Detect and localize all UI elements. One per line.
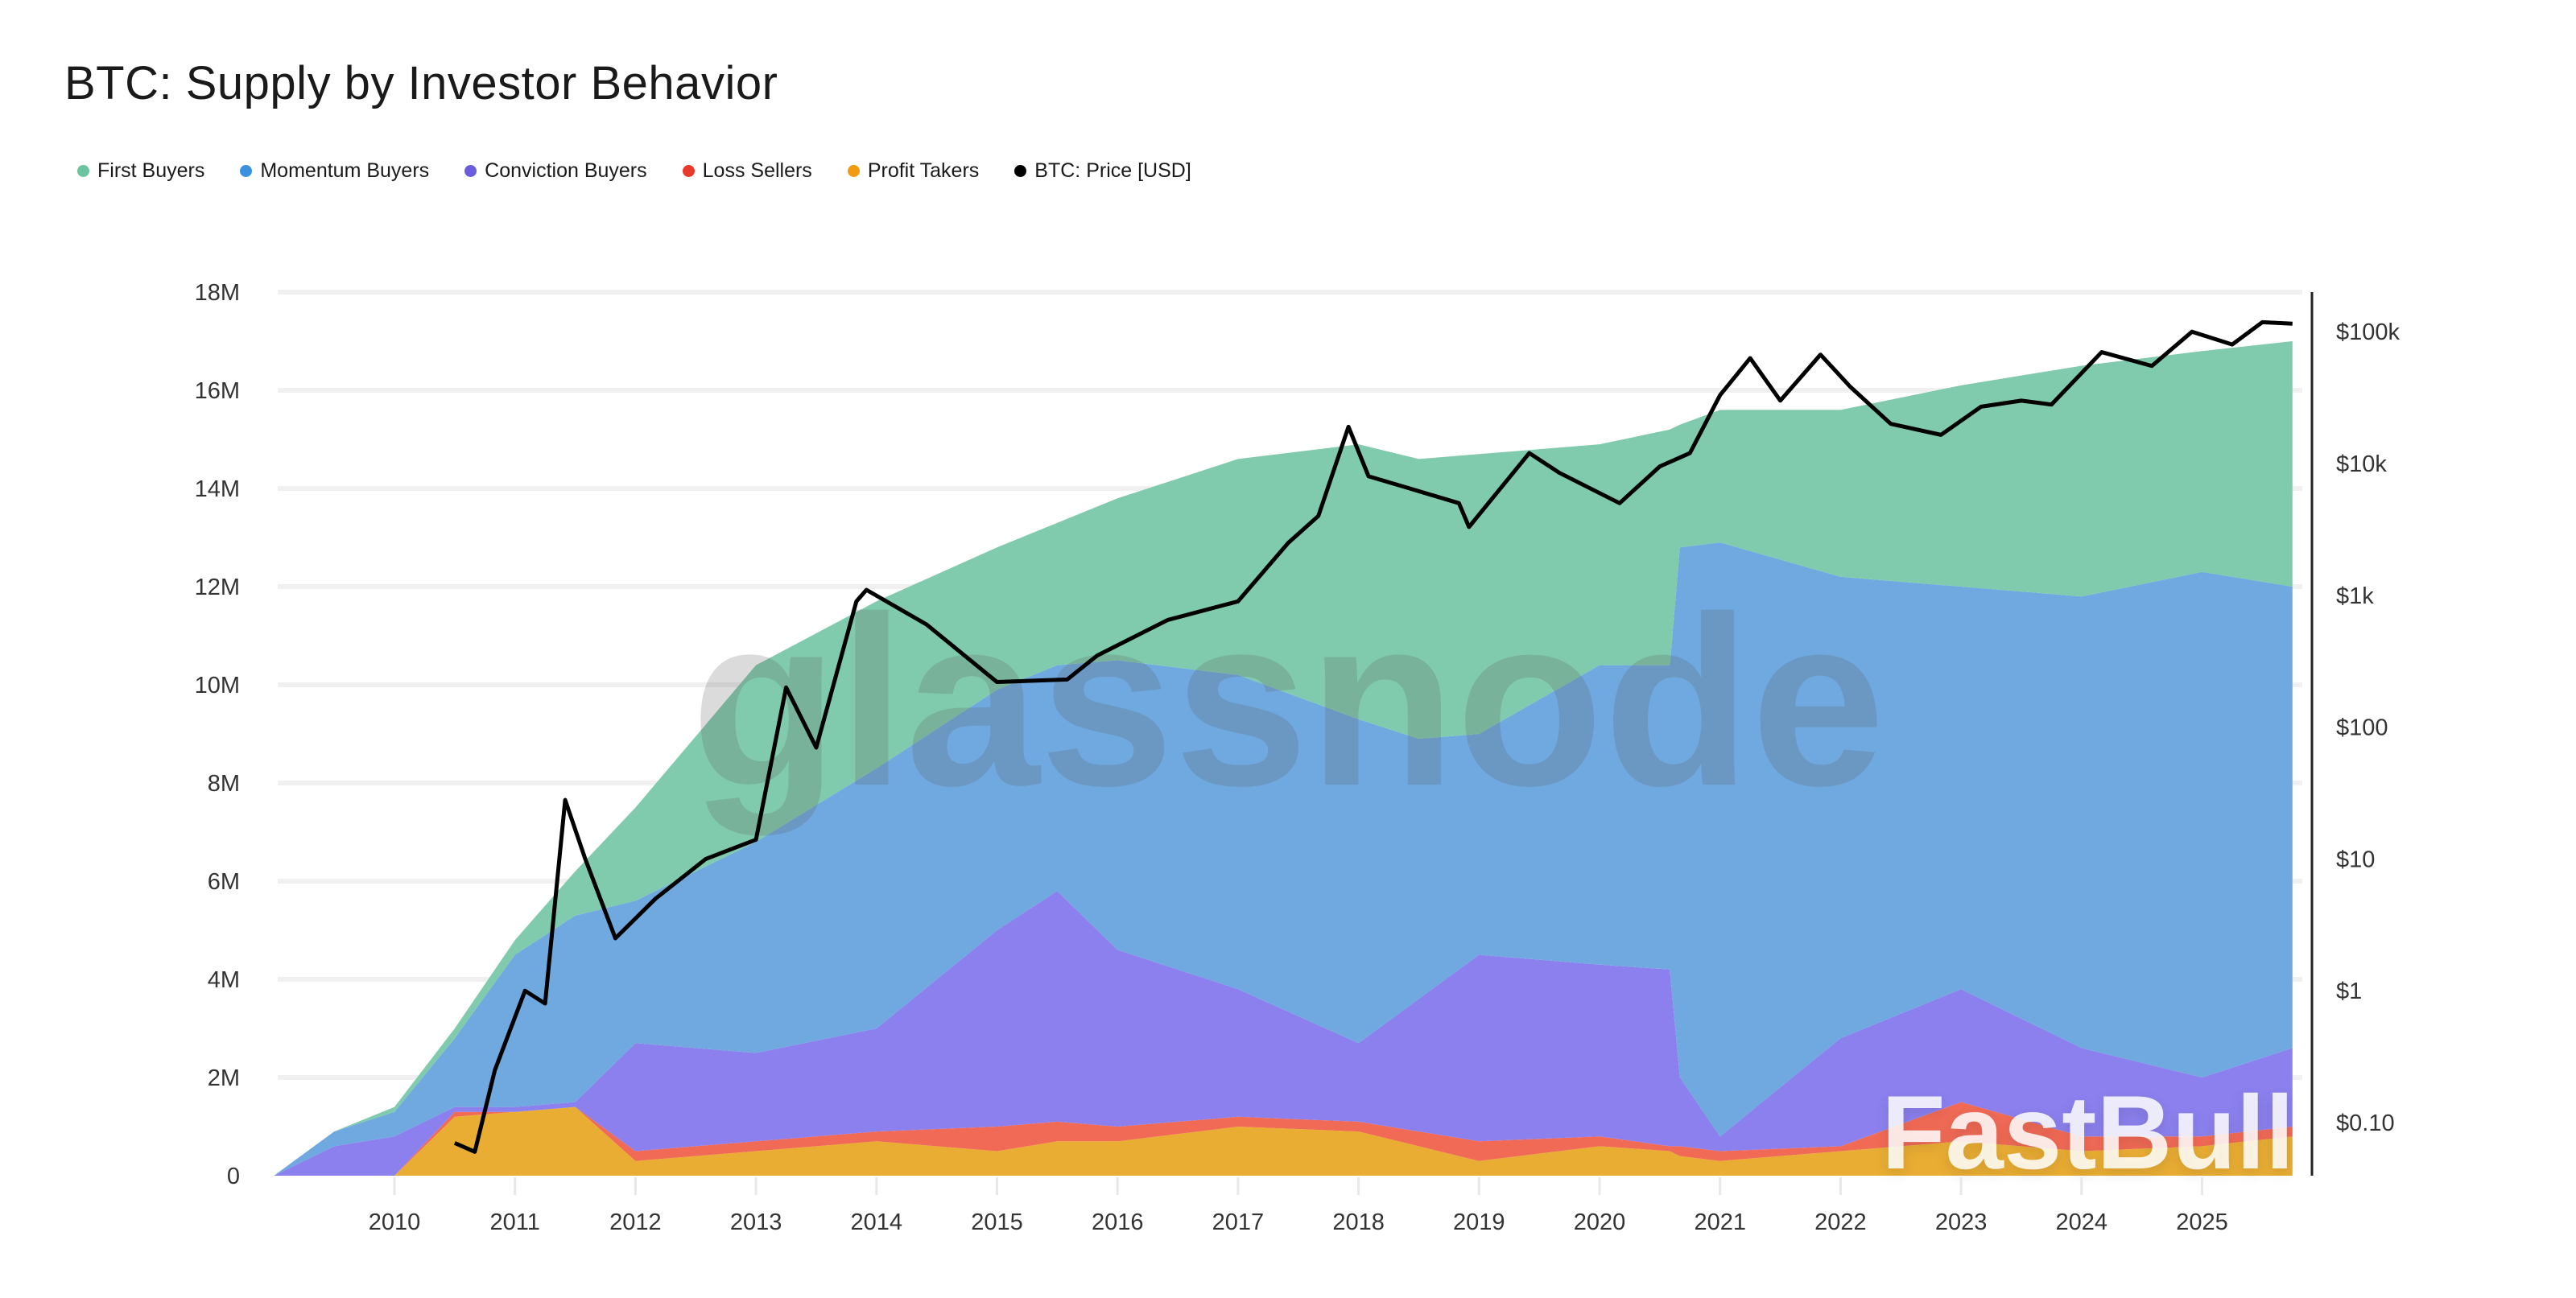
x-tick-label: 2018 — [1332, 1209, 1385, 1235]
y-tick-label: 6M — [208, 869, 240, 895]
y-tick-label: 10M — [195, 673, 240, 698]
x-tick-label: 2011 — [490, 1209, 540, 1235]
watermark-fastbull: FastBull — [1881, 1073, 2294, 1191]
y-tick-label: 12M — [195, 575, 240, 600]
area-momentum-buyers — [274, 542, 2293, 1176]
x-tick-label: 2010 — [369, 1209, 421, 1235]
x-tick-label: 2025 — [2176, 1209, 2228, 1235]
y-axis-right: $0.10 $1 $10 $100 $1k $10k $100k — [2336, 319, 2401, 1136]
price-tick-label: $10k — [2336, 451, 2387, 477]
area-first-buyers — [274, 341, 2293, 1176]
legend-label: BTC: Price [USD] — [1034, 159, 1191, 182]
legend-label: Profit Takers — [867, 159, 980, 182]
price-tick-label: $0.10 — [2336, 1111, 2395, 1136]
price-tick-label: $100 — [2336, 715, 2388, 741]
legend-dot — [847, 165, 860, 177]
area-profit-takers — [274, 1106, 2293, 1176]
price-tick-label: $10 — [2336, 847, 2375, 872]
area-conviction-buyers — [274, 891, 2293, 1176]
legend-dot — [464, 165, 477, 177]
area-loss-sellers — [274, 1102, 2293, 1176]
legend-label: Conviction Buyers — [485, 159, 647, 182]
legend-item-loss-sellers[interactable]: Loss Sellers — [682, 159, 812, 183]
legend-item-btc-price[interactable]: BTC: Price [USD] — [1014, 159, 1191, 183]
y-tick-label: 8M — [208, 771, 240, 797]
x-tick-label: 2019 — [1453, 1209, 1505, 1235]
x-tick-label: 2013 — [730, 1209, 782, 1235]
stacked-areas — [274, 341, 2293, 1176]
x-tick-label: 2012 — [609, 1209, 662, 1235]
y-axis-left: 0 2M 4M 6M 8M 10M 12M 14M 16M 18M — [195, 280, 240, 1189]
price-line-layer — [453, 319, 2293, 1154]
y-tick-label: 2M — [208, 1065, 240, 1091]
legend-dot — [1014, 165, 1027, 177]
legend-label: First Buyers — [97, 159, 205, 182]
legend-dot — [240, 165, 253, 177]
legend-dot — [682, 165, 695, 177]
y-tick-label: 18M — [195, 280, 240, 306]
y-tick-label: 4M — [208, 967, 240, 993]
legend-dot — [77, 165, 89, 177]
x-tick-label: 2017 — [1212, 1209, 1265, 1235]
x-tick-label: 2024 — [2056, 1209, 2108, 1235]
y-tick-label: 0 — [227, 1164, 240, 1189]
chart-title: BTC: Supply by Investor Behavior — [64, 57, 778, 109]
legend-label: Momentum Buyers — [260, 159, 430, 182]
x-tick-label: 2023 — [1935, 1209, 1988, 1235]
x-tick-label: 2015 — [971, 1209, 1023, 1235]
x-tick-label: 2022 — [1814, 1209, 1867, 1235]
y-tick-label: 14M — [195, 476, 240, 502]
legend-item-conviction-buyers[interactable]: Conviction Buyers — [464, 159, 647, 183]
price-line — [453, 319, 2293, 1154]
x-axis: 2010 2011 2012 2013 2014 2015 2016 2017 2018 2019… — [369, 1177, 2228, 1235]
legend-item-momentum-buyers[interactable]: Momentum Buyers — [240, 159, 429, 183]
legend-item-first-buyers[interactable]: First Buyers — [77, 159, 204, 183]
x-tick-label: 2020 — [1574, 1209, 1626, 1235]
x-tick-label: 2016 — [1092, 1209, 1144, 1235]
legend-item-profit-takers[interactable]: Profit Takers — [847, 159, 980, 183]
legend-label: Loss Sellers — [702, 159, 812, 182]
price-tick-label: $100k — [2336, 319, 2401, 345]
price-tick-label: $1k — [2336, 583, 2374, 609]
price-tick-label: $1 — [2336, 979, 2362, 1004]
y-tick-label: 16M — [195, 378, 240, 404]
watermark-glassnode: glassnode — [691, 566, 1885, 838]
x-tick-label: 2021 — [1694, 1209, 1746, 1235]
x-tick-label: 2014 — [851, 1209, 903, 1235]
legend: First Buyers Momentum Buyers Conviction … — [77, 159, 1191, 183]
